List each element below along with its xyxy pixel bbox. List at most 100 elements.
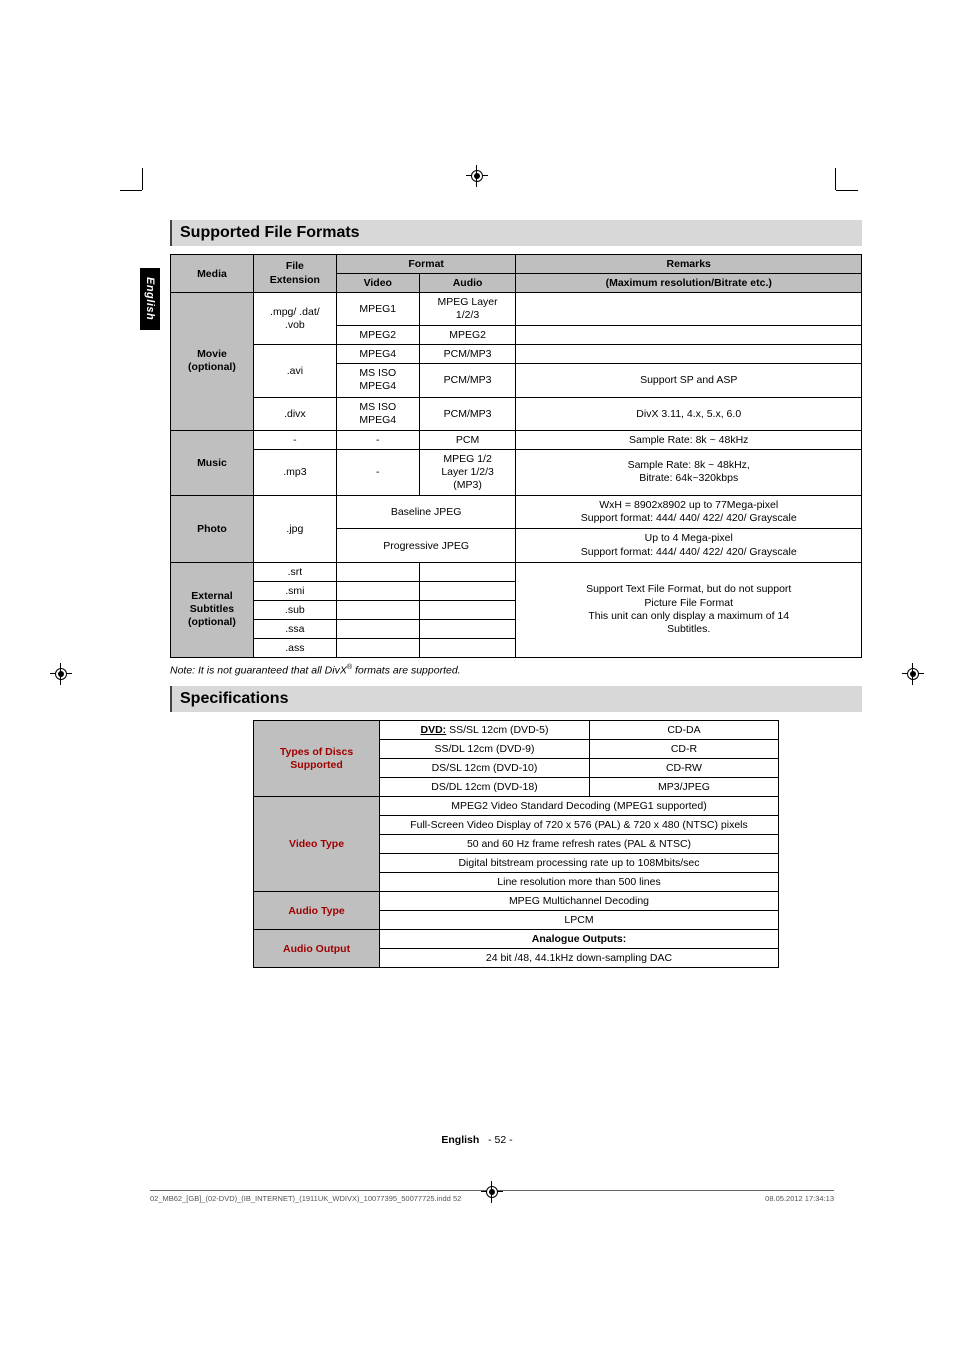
movie-ext-mpg-l1: .mpg/ .dat/ xyxy=(260,306,330,319)
col-audio: Audio xyxy=(419,274,516,293)
cell-video xyxy=(336,562,419,581)
registration-mark-icon xyxy=(50,663,72,685)
divx-note: Note: It is not guaranteed that all DivX… xyxy=(170,664,862,677)
spec-video-l5: Line resolution more than 500 lines xyxy=(380,873,779,892)
cell-remarks-l1: WxH = 8902x8902 up to 77Mega-pixel xyxy=(522,499,855,512)
cell-audio-l2: 1/2/3 xyxy=(426,309,510,322)
cell-audio xyxy=(419,600,516,619)
spec-cdda: CD-DA xyxy=(589,721,778,740)
divx-note-post: formats are supported. xyxy=(352,664,461,676)
cell-remarks: Support Text File Format, but do not sup… xyxy=(516,562,862,657)
spec-types-hdr-l2: Supported xyxy=(262,759,371,772)
photo-fmt-progressive: Progressive JPEG xyxy=(336,529,516,562)
spec-dvd5: DVD: SS/SL 12cm (DVD-5) xyxy=(380,721,590,740)
cell-video: MS ISO MPEG4 xyxy=(336,364,419,397)
cell-remarks-l1: Sample Rate: 8k ~ 48kHz, xyxy=(522,459,855,472)
cell-remarks: WxH = 8902x8902 up to 77Mega-pixel Suppo… xyxy=(516,496,862,529)
cell-video-l1: MS ISO xyxy=(343,401,413,414)
spec-types-hdr-l1: Types of Discs xyxy=(262,746,371,759)
cell-audio: PCM/MP3 xyxy=(419,397,516,430)
photo-fmt-baseline: Baseline JPEG xyxy=(336,496,516,529)
spec-audio-out-hdr: Audio Output xyxy=(254,930,380,968)
cell-remarks: Sample Rate: 8k ~ 48kHz xyxy=(516,430,862,449)
cell-audio-l2: Layer 1/2/3 xyxy=(426,466,510,479)
cell-video-l2: MPEG4 xyxy=(343,380,413,393)
cell-remarks-l1: Support Text File Format, but do not sup… xyxy=(522,583,855,596)
col-remarks-sub: (Maximum resolution/Bitrate etc.) xyxy=(516,274,862,293)
cell-remarks: Up to 4 Mega-pixel Support format: 444/ … xyxy=(516,529,862,562)
cell-audio xyxy=(419,562,516,581)
cell-remarks: DivX 3.11, 4.x, 5.x, 6.0 xyxy=(516,397,862,430)
col-file-ext-l2: Extension xyxy=(260,274,330,287)
spec-audio-out-l1: Analogue Outputs: xyxy=(380,930,779,949)
spec-video-l4: Digital bitstream processing rate up to … xyxy=(380,854,779,873)
page-footer: English - 52 - xyxy=(0,1134,954,1146)
spec-audio-out-l2: 24 bit /48, 44.1kHz down-sampling DAC xyxy=(380,949,779,968)
spec-dvd10: DS/SL 12cm (DVD-10) xyxy=(380,759,590,778)
cell-video: - xyxy=(336,430,419,449)
movie-ext-mpg: .mpg/ .dat/ .vob xyxy=(253,293,336,345)
spec-video-l3: 50 and 60 Hz frame refresh rates (PAL & … xyxy=(380,835,779,854)
spec-types-hdr: Types of Discs Supported xyxy=(254,721,380,797)
supported-formats-table: Media File Extension Format Remarks Vide… xyxy=(170,254,862,658)
cell-video xyxy=(336,600,419,619)
cell-remarks xyxy=(516,345,862,364)
section-header-formats: Supported File Formats xyxy=(170,220,862,246)
sub-ext-smi: .smi xyxy=(253,581,336,600)
language-side-tab: English xyxy=(140,268,160,330)
cell-remarks: Sample Rate: 8k ~ 48kHz, Bitrate: 64k~32… xyxy=(516,449,862,495)
cell-video: MPEG2 xyxy=(336,326,419,345)
cell-video: - xyxy=(336,449,419,495)
language-side-tab-label: English xyxy=(144,277,156,320)
cell-audio: PCM/MP3 xyxy=(419,364,516,397)
row-subtitles-hdr-l3: (optional) xyxy=(177,616,247,629)
row-subtitles-hdr-l1: External xyxy=(177,590,247,603)
spec-audio-l2: LPCM xyxy=(380,911,779,930)
print-metadata-line: 02_MB62_[GB]_(02-DVD)_(IB_INTERNET)_(191… xyxy=(150,1190,834,1191)
cell-audio-l1: MPEG 1/2 xyxy=(426,453,510,466)
cell-remarks-l4: Subtitles. xyxy=(522,623,855,636)
registration-mark-icon xyxy=(466,165,488,187)
print-timestamp: 08.05.2012 17:34:13 xyxy=(765,1194,834,1203)
crop-mark xyxy=(836,190,858,191)
row-subtitles-hdr: External Subtitles (optional) xyxy=(171,562,254,657)
cell-audio xyxy=(419,638,516,657)
cell-remarks: Support SP and ASP xyxy=(516,364,862,397)
crop-mark xyxy=(120,190,142,191)
cell-remarks xyxy=(516,293,862,326)
spec-video-hdr: Video Type xyxy=(254,797,380,892)
spec-mp3jpeg: MP3/JPEG xyxy=(589,778,778,797)
spec-video-l1: MPEG2 Video Standard Decoding (MPEG1 sup… xyxy=(380,797,779,816)
cell-audio-l1: MPEG Layer xyxy=(426,296,510,309)
cell-audio xyxy=(419,619,516,638)
cell-audio xyxy=(419,581,516,600)
col-video: Video xyxy=(336,274,419,293)
movie-ext-avi: .avi xyxy=(253,345,336,397)
cell-video: MPEG4 xyxy=(336,345,419,364)
cell-video-l1: MS ISO xyxy=(343,367,413,380)
crop-mark xyxy=(142,168,143,190)
divx-note-pre: Note: It is not guaranteed that all DivX xyxy=(170,664,347,676)
row-movie-hdr-l2: (optional) xyxy=(177,361,247,374)
cell-remarks-l2: Picture File Format xyxy=(522,597,855,610)
sub-ext-sub: .sub xyxy=(253,600,336,619)
cell-audio: MPEG Layer 1/2/3 xyxy=(419,293,516,326)
row-movie-hdr-l1: Movie xyxy=(177,348,247,361)
sub-ext-ass: .ass xyxy=(253,638,336,657)
cell-remarks xyxy=(516,326,862,345)
col-file-ext-l1: File xyxy=(260,260,330,273)
footer-page: - 52 - xyxy=(488,1134,513,1146)
spec-dvd5-text: SS/SL 12cm (DVD-5) xyxy=(449,724,548,736)
specifications-table: Types of Discs Supported DVD: SS/SL 12cm… xyxy=(253,720,779,968)
cell-video: MPEG1 xyxy=(336,293,419,326)
col-remarks: Remarks xyxy=(516,255,862,274)
section-header-specs: Specifications xyxy=(170,686,862,712)
print-file-name: 02_MB62_[GB]_(02-DVD)_(IB_INTERNET)_(191… xyxy=(150,1194,461,1203)
cell-audio: PCM xyxy=(419,430,516,449)
cell-remarks-l2: Support format: 444/ 440/ 422/ 420/ Gray… xyxy=(522,512,855,525)
col-media: Media xyxy=(171,255,254,293)
cell-audio-l3: (MP3) xyxy=(426,479,510,492)
spec-dvd-label: DVD: xyxy=(421,724,447,736)
music-ext-dash: - xyxy=(253,430,336,449)
spec-audio-type-hdr: Audio Type xyxy=(254,892,380,930)
